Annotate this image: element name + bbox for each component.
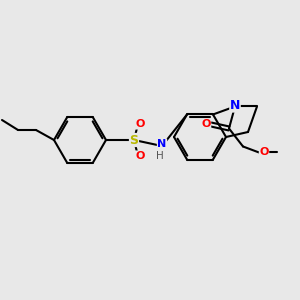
Text: H: H <box>156 151 164 161</box>
Text: N: N <box>158 139 166 149</box>
Text: N: N <box>230 99 240 112</box>
Text: O: O <box>259 148 269 158</box>
Text: O: O <box>135 119 145 129</box>
Text: S: S <box>130 134 139 146</box>
Text: O: O <box>201 119 211 130</box>
Text: O: O <box>135 151 145 161</box>
